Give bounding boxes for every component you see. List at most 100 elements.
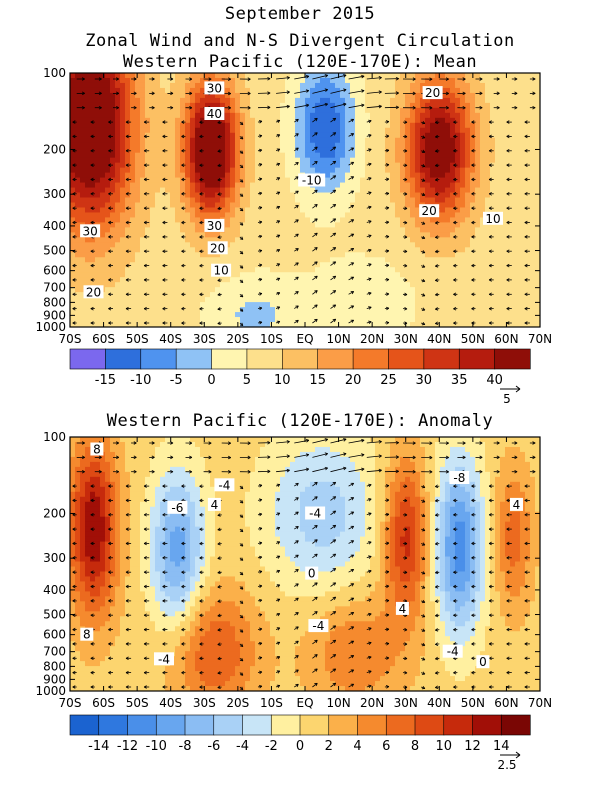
x-tick-label: 40N — [427, 332, 451, 346]
colorbar-label: 4 — [353, 739, 361, 754]
x-tick-label: 70N — [528, 332, 552, 346]
reference-arrow-head — [515, 751, 521, 756]
contour-label: -8 — [453, 471, 465, 485]
y-tick-label: 300 — [43, 187, 66, 201]
colorbar-swatch — [414, 714, 445, 736]
x-tick-label: 30S — [193, 696, 216, 710]
contour-label-box — [308, 619, 329, 633]
shaded-field — [70, 73, 540, 327]
y-tick-label: 100 — [43, 66, 66, 80]
y-tick-label: 600 — [43, 264, 66, 278]
x-tick-label: 70S — [59, 696, 82, 710]
contour-label: 10 — [213, 264, 228, 278]
colorbar-swatch — [270, 714, 301, 736]
figure-title: September 2015 — [224, 4, 376, 24]
colorbar-label: -14 — [88, 739, 109, 754]
colorbar-label: 35 — [451, 373, 468, 388]
reference-arrow-label: 2.5 — [497, 758, 516, 772]
x-tick-label: 10N — [326, 332, 350, 346]
contour-label: 30 — [82, 224, 97, 238]
x-tick-label: 40S — [159, 332, 182, 346]
contour-label-box — [298, 173, 326, 187]
contour-label-box — [204, 81, 225, 95]
x-tick-label: 40S — [159, 696, 182, 710]
colorbar-swatch — [500, 714, 531, 736]
colorbar-swatch — [155, 714, 186, 736]
colorbar-label: 0 — [207, 373, 215, 388]
shaded-field — [70, 437, 540, 691]
y-tick-label: 500 — [43, 608, 66, 622]
x-tick-label: 50N — [461, 696, 485, 710]
x-tick-label: 60S — [92, 332, 115, 346]
contour-label-box — [167, 500, 188, 514]
colorbar-label: 0 — [296, 739, 304, 754]
colorbar-label: 25 — [380, 373, 397, 388]
contour-label-box — [214, 478, 235, 492]
y-tick-label: 1000 — [35, 320, 66, 334]
contour-label-box — [90, 442, 104, 456]
colorbar-swatch — [184, 714, 215, 736]
colorbar-label: 10 — [436, 739, 453, 754]
y-tick-label: 400 — [43, 219, 66, 233]
colorbar-swatch — [299, 714, 330, 736]
contour-label: 4 — [513, 498, 521, 512]
y-tick-label: 100 — [43, 430, 66, 444]
contour-label-box — [83, 285, 104, 299]
colorbar-label: 5 — [243, 373, 251, 388]
contour-label: -10 — [302, 174, 322, 188]
colorbar-swatch — [98, 714, 129, 736]
contour-label-box — [80, 627, 94, 641]
panel-2-title: Western Pacific (120E-170E): Anomaly — [106, 411, 494, 431]
contour-label-box — [449, 471, 470, 484]
colorbar-swatch — [423, 348, 460, 370]
x-tick-label: 60N — [494, 332, 518, 346]
x-tick-label: 10S — [260, 332, 283, 346]
colorbar-label: -10 — [130, 373, 151, 388]
colorbar-swatch — [69, 348, 106, 370]
colorbar-swatch — [494, 348, 531, 370]
y-tick-label: 600 — [43, 628, 66, 642]
x-tick-label: 20S — [226, 332, 249, 346]
colorbar-label: 14 — [493, 739, 510, 754]
contour-label-box — [476, 655, 490, 669]
x-tick-label: 60S — [92, 696, 115, 710]
reference-arrow-label: 5 — [503, 392, 511, 406]
figure-subtitle: Zonal Wind and N-S Divergent Circulation — [85, 31, 515, 51]
x-tick-label: EQ — [296, 332, 313, 346]
colorbar-label: 30 — [416, 373, 433, 388]
contour-label: 20 — [422, 204, 437, 218]
x-tick-label: 20S — [226, 696, 249, 710]
y-tick-label: 700 — [43, 645, 66, 659]
panel-1-title: Western Pacific (120E-170E): Mean — [122, 52, 478, 72]
colorbar-swatch — [282, 348, 319, 370]
contour-label: 40 — [207, 107, 222, 121]
contour-label-box — [204, 218, 225, 232]
contour-label: 20 — [425, 86, 440, 100]
contour-label: 20 — [86, 285, 101, 299]
x-tick-label: 50N — [461, 332, 485, 346]
contour-label-box — [483, 211, 503, 225]
y-tick-label: 800 — [43, 295, 66, 309]
colorbar-swatch — [385, 714, 416, 736]
colorbar-label: -15 — [95, 373, 116, 388]
contour-label: -6 — [171, 501, 183, 515]
y-tick-label: 300 — [43, 551, 66, 565]
colorbar-label: -12 — [117, 739, 138, 754]
x-tick-label: 50S — [126, 696, 149, 710]
y-tick-label: 200 — [43, 506, 66, 520]
x-tick-label: 70N — [528, 696, 552, 710]
colorbar-swatch — [105, 348, 142, 370]
contour-label: -4 — [158, 652, 170, 666]
contour-label: 30 — [207, 219, 222, 233]
colorbar-label: 6 — [382, 739, 390, 754]
colorbar-swatch — [246, 348, 283, 370]
y-tick-label: 400 — [43, 583, 66, 597]
contour-label-box — [395, 601, 409, 615]
colorbar-label: 15 — [309, 373, 326, 388]
contour-label-box — [211, 263, 232, 277]
contour-label: 4 — [211, 498, 219, 512]
panel-1: 30 40 30 20 30 20 10 -10 20 20 10 70S 60S 50S 40S 30S 20… — [35, 66, 552, 406]
colorbar-label: 12 — [464, 739, 481, 754]
colorbar-label: 40 — [486, 373, 503, 388]
